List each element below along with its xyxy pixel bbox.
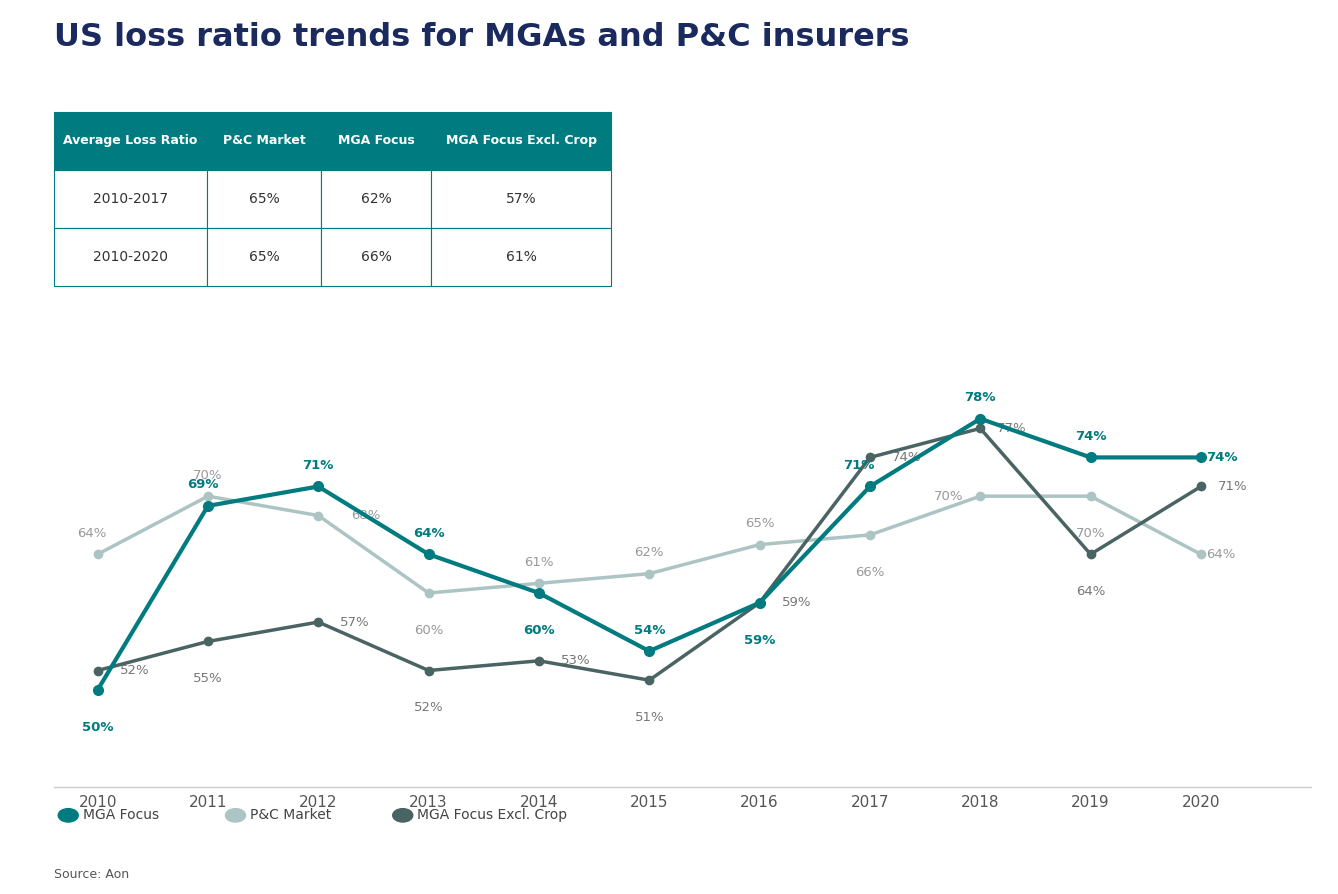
Text: US loss ratio trends for MGAs and P&C insurers: US loss ratio trends for MGAs and P&C in… [54, 22, 909, 54]
Text: 55%: 55% [193, 672, 223, 686]
Text: 69%: 69% [187, 478, 218, 492]
Text: 2010-2020: 2010-2020 [92, 250, 169, 264]
Text: 70%: 70% [934, 490, 963, 502]
Text: 78%: 78% [965, 392, 995, 404]
Text: 74%: 74% [892, 451, 922, 464]
Text: 57%: 57% [340, 616, 371, 628]
Text: Average Loss Ratio: Average Loss Ratio [63, 134, 198, 148]
Text: 74%: 74% [1207, 451, 1238, 464]
Text: 65%: 65% [745, 517, 775, 530]
Text: 66%: 66% [855, 566, 884, 579]
Text: 52%: 52% [413, 702, 443, 714]
Text: 54%: 54% [633, 624, 665, 637]
Text: 70%: 70% [1076, 527, 1105, 540]
Text: 70%: 70% [193, 468, 222, 482]
Text: 77%: 77% [997, 422, 1026, 434]
Text: 66%: 66% [360, 250, 392, 264]
Text: 59%: 59% [744, 634, 775, 646]
Text: 60%: 60% [413, 624, 443, 637]
Text: 57%: 57% [506, 192, 537, 206]
Text: 71%: 71% [1218, 480, 1247, 493]
Text: MGA Focus: MGA Focus [337, 134, 415, 148]
Text: 64%: 64% [1207, 548, 1236, 561]
Text: 65%: 65% [249, 250, 280, 264]
Text: 61%: 61% [524, 556, 554, 569]
Text: Source: Aon: Source: Aon [54, 867, 128, 881]
Text: 52%: 52% [119, 664, 150, 677]
Text: 60%: 60% [523, 624, 555, 637]
Text: 62%: 62% [634, 546, 664, 559]
Text: MGA Focus Excl. Crop: MGA Focus Excl. Crop [446, 134, 597, 148]
Text: 64%: 64% [1076, 586, 1105, 598]
Text: 74%: 74% [1074, 430, 1107, 443]
Text: 71%: 71% [302, 459, 334, 472]
Text: 62%: 62% [361, 192, 391, 206]
Text: MGA Focus: MGA Focus [83, 808, 159, 822]
Text: P&C Market: P&C Market [250, 808, 332, 822]
Text: 65%: 65% [249, 192, 280, 206]
Text: 64%: 64% [413, 527, 444, 540]
Text: P&C Market: P&C Market [223, 134, 305, 148]
Text: 68%: 68% [352, 509, 381, 522]
Text: 50%: 50% [82, 721, 114, 734]
Text: MGA Focus Excl. Crop: MGA Focus Excl. Crop [417, 808, 567, 822]
Text: 61%: 61% [506, 250, 537, 264]
Text: 51%: 51% [634, 712, 664, 724]
Text: 53%: 53% [561, 654, 590, 667]
Text: 59%: 59% [781, 596, 811, 609]
Text: 2010-2017: 2010-2017 [92, 192, 169, 206]
Text: 71%: 71% [843, 459, 875, 472]
Text: 64%: 64% [78, 527, 107, 540]
